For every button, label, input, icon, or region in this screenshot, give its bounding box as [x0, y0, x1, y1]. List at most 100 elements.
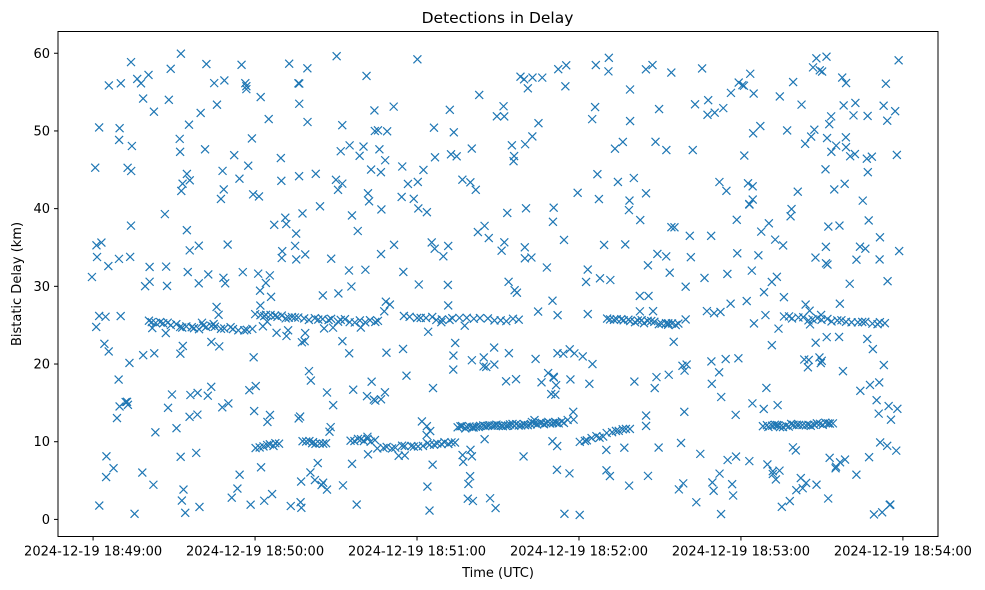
detection-point: [753, 250, 763, 260]
detection-point: [641, 64, 651, 74]
detection-point: [702, 306, 712, 316]
detection-point: [366, 165, 376, 175]
detection-point: [352, 500, 362, 509]
detection-point: [609, 315, 619, 325]
detection-point: [767, 340, 777, 350]
detection-point: [300, 328, 310, 338]
detection-point: [445, 105, 455, 115]
detection-point: [747, 398, 757, 408]
detection-point: [422, 207, 432, 217]
detection-point: [237, 60, 246, 70]
detection-point: [773, 400, 783, 410]
detection-point: [734, 78, 744, 88]
detection-point: [467, 144, 477, 154]
detection-point: [376, 249, 386, 259]
detection-point: [182, 169, 192, 179]
detection-point: [551, 380, 561, 390]
y-tick-label: 10: [33, 435, 50, 450]
detection-point: [430, 152, 440, 162]
detection-point: [413, 204, 423, 213]
detection-point: [700, 273, 709, 283]
detection-point: [266, 292, 276, 302]
detection-point: [613, 177, 623, 187]
detection-point: [360, 265, 370, 275]
detection-point: [176, 186, 186, 196]
detection-point: [721, 354, 731, 364]
detection-point: [553, 64, 563, 74]
detection-point: [370, 435, 380, 445]
detection-point: [673, 319, 683, 328]
detection-point: [703, 95, 713, 105]
detection-point: [184, 120, 194, 130]
detection-point: [475, 313, 485, 323]
detection-point: [212, 100, 222, 110]
detection-point: [90, 163, 100, 173]
detection-point: [855, 242, 865, 252]
detection-point: [277, 311, 287, 321]
x-tick-label: 2024-12-19 18:51:00: [348, 545, 486, 560]
detection-point: [423, 327, 433, 337]
detection-point: [894, 246, 904, 256]
y-tick-label: 60: [33, 47, 50, 62]
detection-point: [483, 313, 493, 323]
detection-point: [685, 231, 695, 241]
x-tick-label: 2024-12-19 18:49:00: [24, 545, 162, 560]
detection-point: [382, 348, 391, 358]
detection-point: [443, 241, 453, 251]
detection-point: [839, 101, 849, 110]
detection-point: [714, 177, 724, 187]
detection-point: [821, 242, 831, 252]
detection-point: [243, 161, 253, 171]
detection-point: [164, 95, 174, 105]
detection-point: [652, 249, 662, 259]
detection-point: [594, 194, 604, 204]
detection-point: [602, 465, 611, 475]
y-axis-title: Bistatic Delay (km): [10, 222, 25, 346]
detection-point: [732, 215, 742, 225]
detection-point: [282, 331, 291, 341]
detection-point: [501, 316, 511, 326]
detection-point: [244, 385, 254, 395]
detection-point: [463, 494, 473, 504]
detection-point: [527, 132, 537, 141]
detection-point: [602, 314, 612, 323]
detection-point: [778, 241, 788, 250]
detection-point: [369, 105, 379, 115]
detection-point: [548, 296, 557, 306]
detection-point: [504, 277, 514, 287]
detection-point: [643, 471, 653, 481]
detection-point: [360, 317, 370, 327]
detection-point: [102, 451, 111, 461]
detection-point: [422, 421, 432, 431]
detection-point: [92, 252, 102, 262]
detection-point: [240, 78, 250, 88]
detection-point: [101, 472, 111, 482]
detection-point: [648, 60, 657, 70]
detection-point: [419, 165, 428, 175]
detection-point: [414, 280, 424, 289]
detection-point: [875, 254, 885, 264]
detection-point: [206, 382, 216, 392]
y-tick-label: 20: [33, 358, 50, 373]
detection-point: [516, 420, 526, 430]
detection-point: [892, 150, 902, 160]
detection-point: [265, 270, 275, 280]
detection-point: [166, 64, 176, 74]
detection-point: [178, 179, 188, 189]
detection-point: [229, 150, 239, 160]
detection-point: [398, 344, 408, 354]
detection-point: [353, 434, 363, 444]
detection-point: [542, 263, 552, 272]
detection-point: [881, 79, 891, 89]
detection-point: [604, 53, 614, 63]
detection-point: [648, 306, 658, 316]
detection-point: [467, 451, 477, 461]
detection-point: [714, 367, 724, 377]
detection-point: [707, 477, 717, 487]
detection-point: [209, 78, 219, 88]
detection-point: [200, 144, 210, 154]
detection-point: [270, 438, 280, 448]
detection-point: [610, 144, 620, 154]
detection-point: [284, 59, 294, 69]
detection-point: [523, 420, 533, 430]
